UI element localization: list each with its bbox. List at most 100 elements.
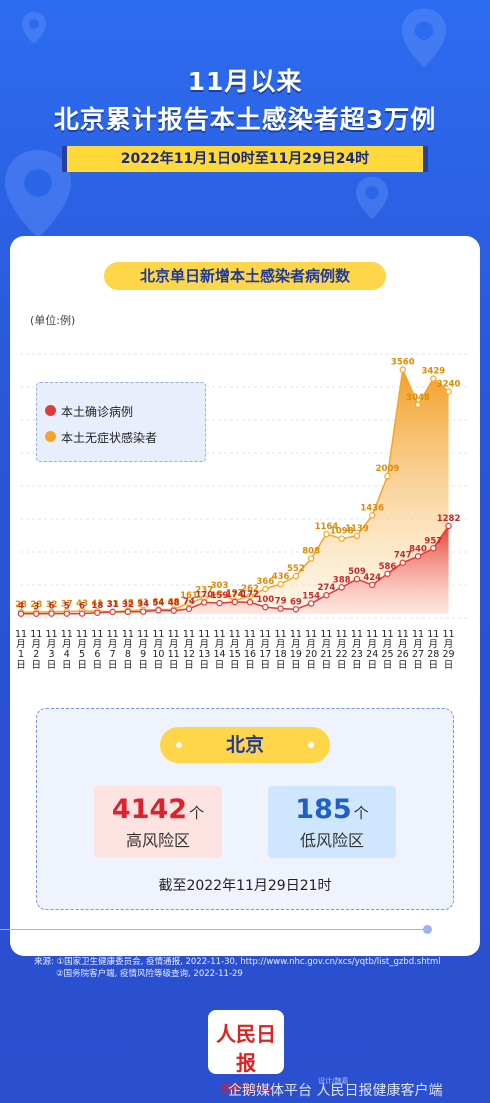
confirmed-data-label: 424	[363, 573, 381, 583]
confirmed-data-label: 1282	[437, 514, 461, 524]
asymptomatic-point	[262, 585, 269, 593]
x-tick-label: 11 月 10 日	[152, 629, 165, 671]
location-pin-icon	[356, 176, 388, 220]
asymptomatic-data-label: 2009	[376, 464, 400, 474]
asymptomatic-data-label: 303	[211, 581, 229, 591]
asymptomatic-data-label: 237	[195, 586, 213, 596]
confirmed-data-label: 586	[379, 562, 397, 572]
confirmed-data-label: 48	[168, 599, 180, 609]
asymptomatic-data-label: 161	[180, 591, 198, 601]
x-tick-label: 11 月 25 日	[381, 629, 394, 671]
beijing-label: 北京	[225, 734, 264, 756]
confirmed-point	[414, 553, 422, 560]
asymptomatic-data-label: 1164	[315, 522, 339, 532]
confirmed-data-label: 747	[394, 551, 412, 561]
x-tick-label: 11 月 29 日	[442, 629, 455, 671]
source-line-2: ②国务院客户端, 疫情风险等级查询, 2022-11-29	[56, 969, 243, 979]
confirmed-point	[445, 522, 452, 530]
x-tick-label: 11 月 1 日	[14, 629, 28, 671]
confirmed-point	[338, 584, 345, 591]
confirmed-data-label: 79	[275, 597, 287, 607]
asymptomatic-point	[338, 535, 345, 542]
asymptomatic-area	[21, 369, 449, 614]
asymptomatic-data-label: 808	[302, 547, 320, 557]
asymptomatic-data-label: 262	[241, 584, 259, 594]
confirmed-data-label: 3	[33, 602, 39, 612]
asymptomatic-data-label: 28	[15, 600, 27, 610]
confirmed-point	[78, 610, 86, 617]
confirmed-data-label: 32	[122, 600, 134, 610]
confirmed-data-label: 100	[256, 595, 274, 605]
asymptomatic-data-label: 1436	[360, 503, 384, 513]
confirmed-data-label: 31	[107, 600, 119, 610]
confirmed-data-label: 74	[183, 597, 195, 607]
confirmed-point	[262, 603, 269, 611]
asymptomatic-point	[369, 512, 376, 519]
chart-legend: 本土确诊病例 本土无症状感染者	[36, 382, 206, 462]
x-tick-label: 11 月 9 日	[137, 629, 150, 671]
red-dot-icon	[45, 405, 56, 416]
confirmed-point	[369, 581, 376, 589]
confirmed-point	[216, 599, 223, 607]
asymptomatic-data-label: 3240	[437, 380, 461, 390]
asymptomatic-data-label: 1139	[345, 524, 369, 534]
designer-credit: 设计/魏嘉	[318, 1077, 349, 1085]
chart-unit: (单位:例)	[30, 314, 76, 327]
date-range-banner: 2022年11月1日0时至11月29日24时	[62, 146, 428, 172]
confirmed-data-label: 6	[49, 602, 55, 612]
confirmed-data-label: 154	[302, 591, 320, 601]
confirmed-point	[185, 605, 193, 613]
asymptomatic-data-label: 3560	[391, 358, 415, 368]
confirmed-point	[399, 559, 406, 566]
asymptomatic-data-label: 48	[122, 599, 134, 609]
confirmed-point	[201, 599, 208, 606]
x-tick-label: 11 月 28 日	[427, 629, 440, 671]
asymptomatic-data-label: 552	[287, 564, 305, 574]
confirmed-point	[323, 591, 330, 599]
asymptomatic-data-label: 64	[153, 598, 165, 608]
confirmed-point	[430, 545, 437, 552]
low-risk-count: 185 个	[268, 794, 396, 825]
confirmed-data-label: 274	[318, 583, 336, 593]
legend-item-asymptomatic: 本土无症状感染者	[45, 429, 158, 446]
low-risk-label: 低风险区	[299, 831, 364, 850]
confirmed-point	[307, 600, 315, 607]
confirmed-point	[94, 609, 101, 616]
chart-title: 北京单日新增本土感染者病例数	[104, 262, 386, 290]
logo: 人民日报 健康客户端	[208, 1010, 284, 1095]
confirmed-data-label: 69	[290, 597, 302, 607]
asymptomatic-data-label: 33	[107, 600, 119, 610]
asymptomatic-point	[292, 572, 300, 580]
legend-item-confirmed: 本土确诊病例	[45, 403, 133, 420]
low-risk-unit: 个	[353, 804, 369, 822]
confirmed-point	[353, 575, 361, 583]
asymptomatic-data-label: 197	[226, 588, 244, 598]
source-line-1: 来源: ①国家卫生健康委员会, 疫情通报, 2022-11-30, http:/…	[34, 957, 441, 967]
confirmed-data-label: 5	[64, 602, 70, 612]
x-tick-label: 11 月 24 日	[366, 629, 379, 671]
asymptomatic-point	[277, 580, 284, 588]
x-tick-label: 11 月 13 日	[198, 629, 211, 671]
confirmed-point	[33, 610, 40, 617]
confirmed-data-label: 4	[18, 602, 24, 612]
x-tick-label: 11 月 27 日	[411, 629, 425, 671]
legend-label: 本土无症状感染者	[61, 431, 158, 445]
divider	[0, 929, 428, 930]
as-of-time: 截至2022年11月29日21时	[158, 878, 332, 894]
asymptomatic-point	[430, 375, 437, 382]
confirmed-point	[124, 608, 132, 616]
asymptomatic-data-label: 3048	[406, 393, 430, 403]
location-pin-icon	[402, 8, 446, 68]
asymptomatic-point	[246, 592, 254, 600]
x-tick-label: 11 月 3 日	[45, 629, 58, 671]
high-risk-value: 4142	[111, 794, 188, 825]
confirmed-point	[277, 605, 284, 612]
x-tick-label: 11 月 16 日	[244, 629, 257, 671]
confirmed-data-label: 840	[409, 544, 427, 554]
high-risk-card: 4142 个 高风险区	[94, 786, 222, 858]
x-tick-label: 11 月 22 日	[335, 629, 348, 671]
confirmed-point	[63, 610, 71, 617]
confirmed-point	[17, 610, 25, 617]
dot-icon	[308, 742, 314, 748]
